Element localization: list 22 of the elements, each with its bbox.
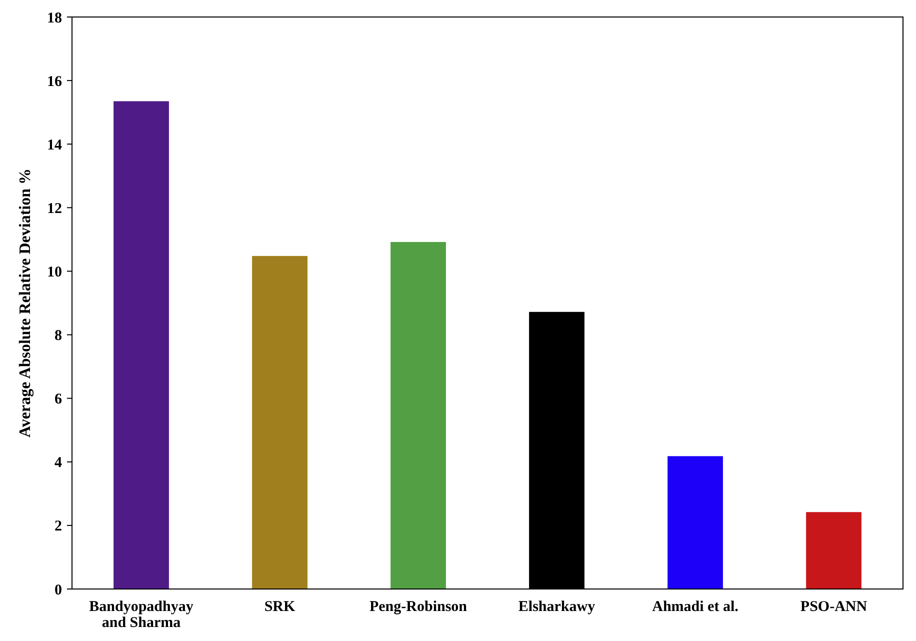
bar xyxy=(252,256,308,589)
y-tick-label: 16 xyxy=(47,74,62,90)
bar xyxy=(806,512,862,589)
y-tick-label: 2 xyxy=(54,518,62,535)
bar xyxy=(390,242,446,589)
x-tick-label: Peng-Robinson xyxy=(369,599,468,615)
y-tick-label: 14 xyxy=(47,137,62,154)
y-tick-label: 18 xyxy=(47,10,62,26)
x-tick-label: Elsharkawy xyxy=(518,599,596,615)
bar xyxy=(114,101,169,589)
x-tick-label: SRK xyxy=(264,599,296,615)
y-tick-label: 4 xyxy=(54,455,62,472)
x-tick-label: PSO-ANN xyxy=(800,599,868,615)
y-axis-title: Average Absolute Relative Deviation % xyxy=(17,168,34,438)
y-tick-label: 10 xyxy=(47,264,62,280)
x-tick-label: Bandyopadhyay and Sharma xyxy=(89,599,194,631)
x-tick-label: Ahmadi et al. xyxy=(652,599,739,615)
y-tick-label: 0 xyxy=(54,582,62,598)
y-tick-label: 12 xyxy=(47,200,62,217)
y-tick-label: 8 xyxy=(54,328,62,344)
y-tick-label: 6 xyxy=(54,392,62,408)
bar xyxy=(668,456,723,589)
